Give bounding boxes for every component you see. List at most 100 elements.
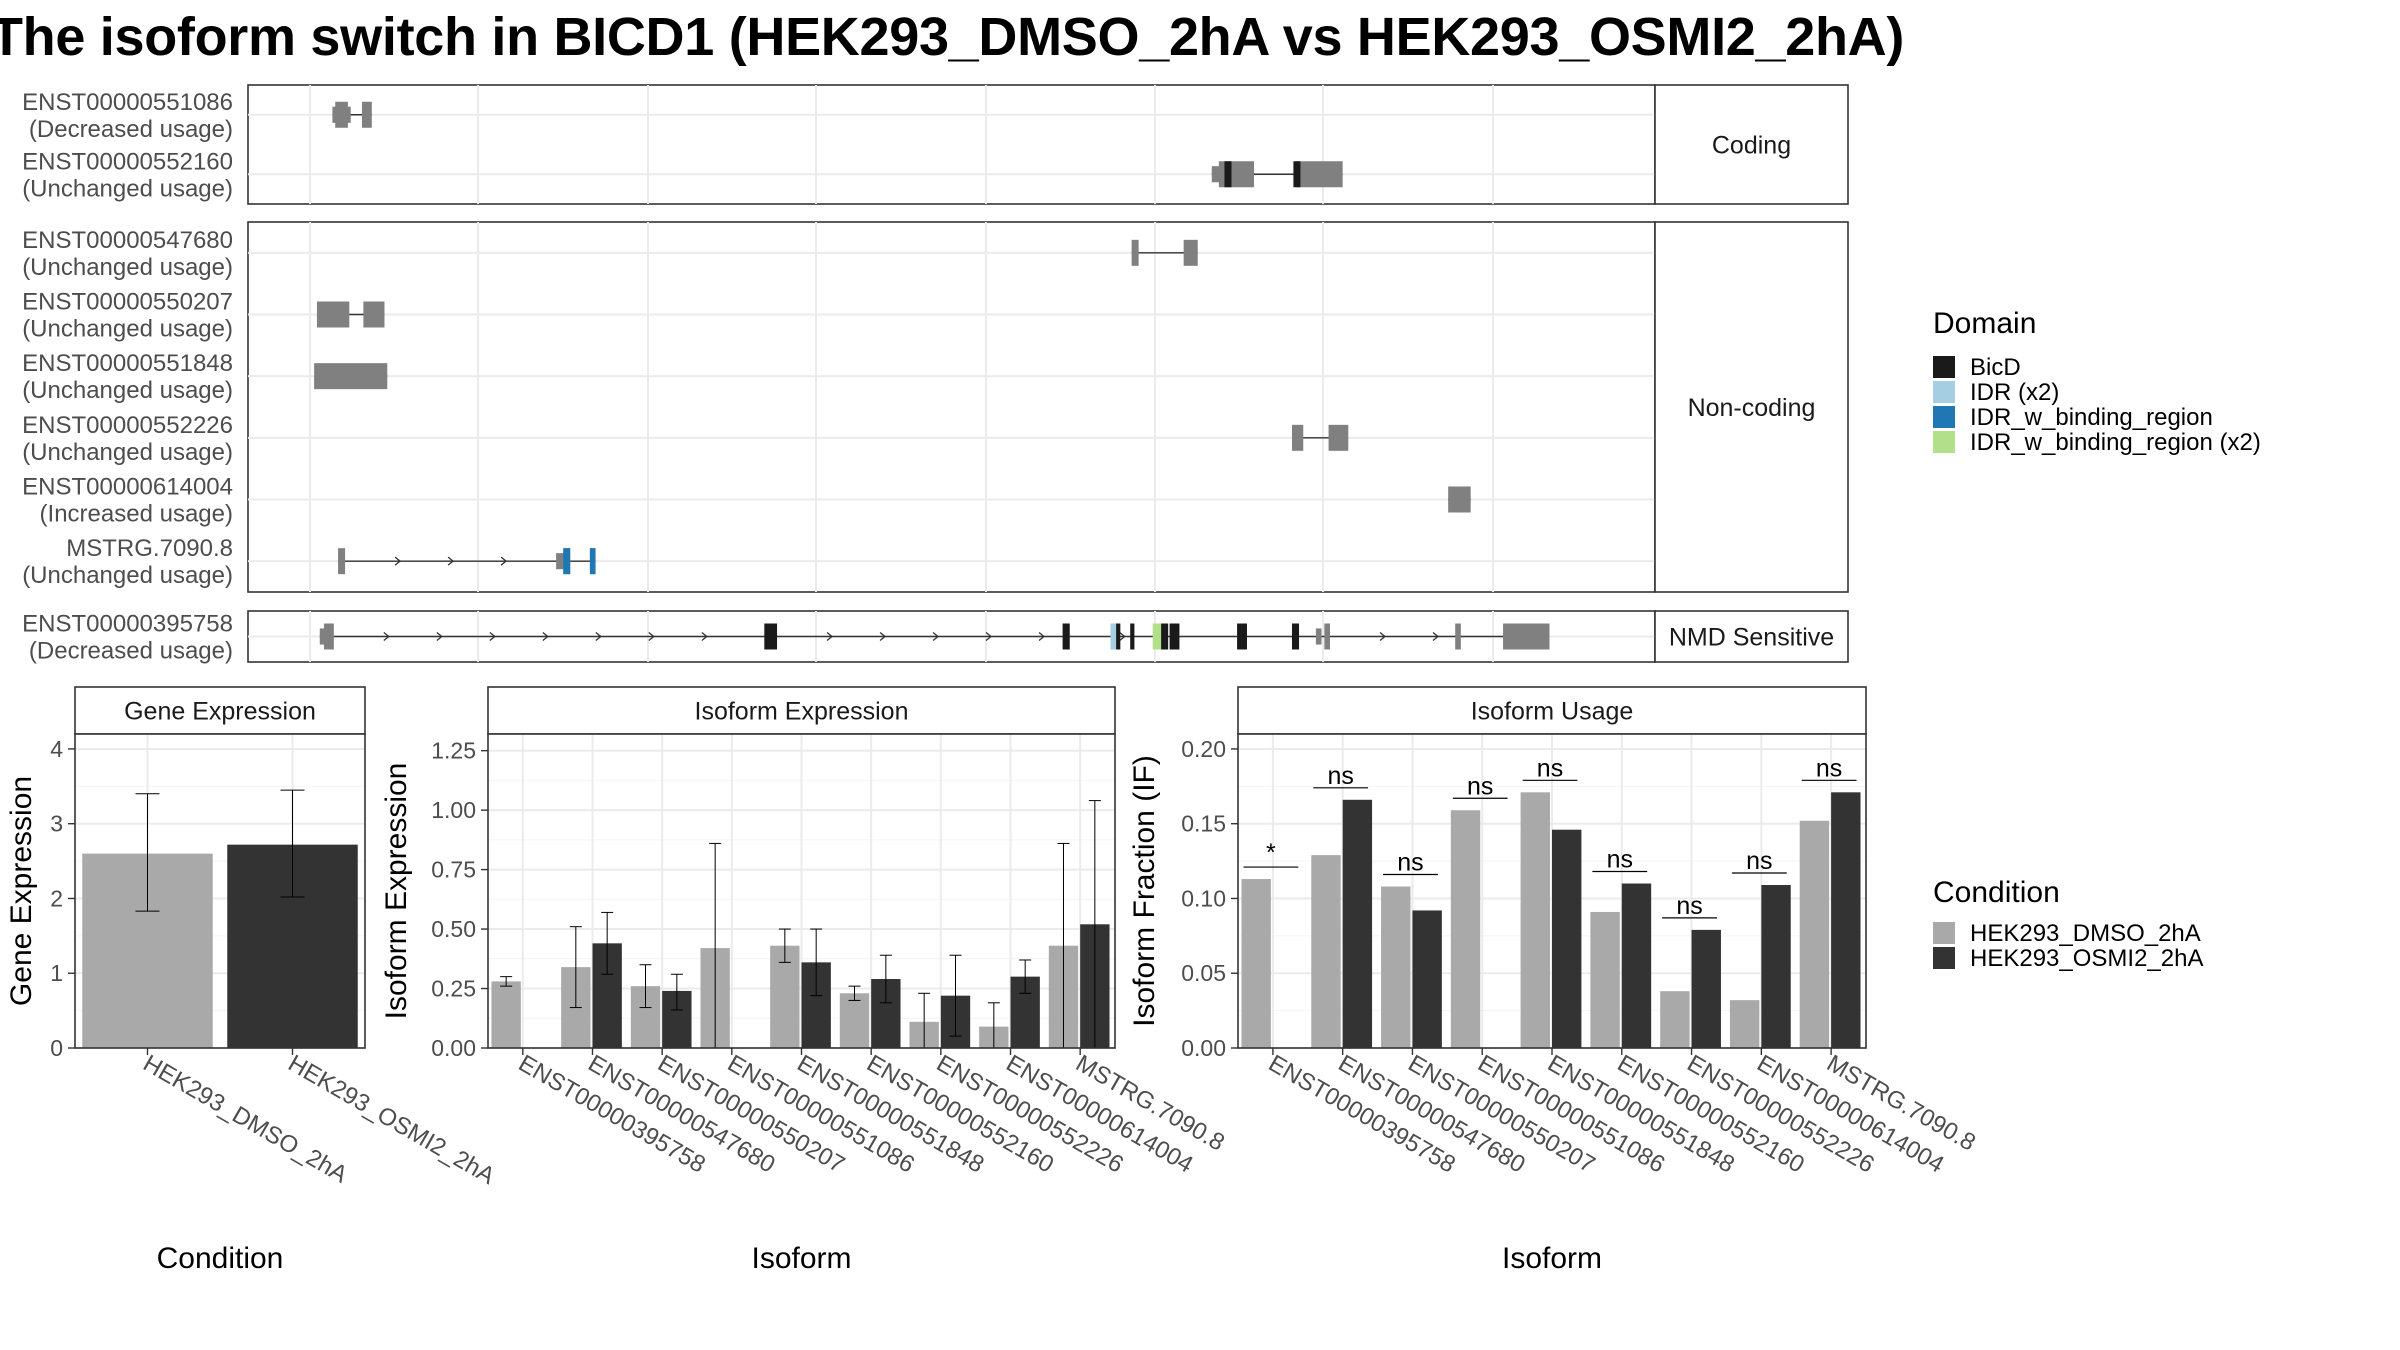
significance-label: ns [1676, 892, 1702, 920]
strand-arrow [542, 631, 549, 642]
y-axis-title: Gene Expression [5, 776, 38, 1006]
domain-idr-x [1110, 623, 1119, 650]
bar [1241, 879, 1271, 1048]
exon [316, 301, 350, 328]
significance-label: ns [1467, 772, 1493, 800]
domain-legend-key [1933, 356, 1955, 378]
y-tick-label: 2 [50, 885, 63, 911]
facet-strip [1654, 84, 1849, 205]
exon [361, 101, 372, 128]
bar [1552, 829, 1582, 1048]
panel-strip [487, 686, 1116, 735]
y-axis-title: Isoform Expression [380, 763, 413, 1020]
domain-legend-label: BicD [1970, 354, 2021, 381]
x-axis-title: Isoform [751, 1242, 851, 1275]
transcript-id-label: ENST00000551086 [22, 89, 233, 116]
exon [1455, 623, 1461, 650]
transcript-track: MSTRG.7090.8(Unchanged usage) [22, 535, 596, 589]
structure-panel-nmd-sensitive: NMD Sensitive ENST00000395758(Decreased u… [22, 610, 1849, 665]
domain-legend-title: Domain [1933, 307, 2036, 340]
panel-frame [74, 733, 366, 1049]
facet-label: Coding [1712, 132, 1791, 160]
domain-legend-key [1933, 381, 1955, 403]
significance-label: ns [1397, 849, 1423, 877]
utr-exon [1211, 166, 1222, 183]
strand-arrow [489, 631, 496, 642]
transcript-usage-label: (Unchanged usage) [22, 562, 233, 589]
facet-strip [1654, 221, 1849, 593]
transcript-id-label: ENST00000550207 [22, 289, 233, 316]
utr-exon [556, 553, 566, 570]
strand-arrow [648, 631, 655, 642]
strand-arrow [447, 556, 455, 566]
transcript-id-label: ENST00000614004 [22, 474, 233, 501]
facet-strip [1654, 610, 1849, 663]
bar [1799, 820, 1830, 1048]
transcript-id-label: ENST00000551848 [22, 350, 233, 377]
significance-label: ns [1746, 847, 1772, 875]
significance-label: ns [1816, 754, 1842, 782]
bar [1660, 991, 1690, 1048]
significance-label: ns [1537, 754, 1563, 782]
domain-bicd [1130, 623, 1135, 650]
exon [1503, 623, 1550, 650]
y-tick-label: 0.15 [1181, 811, 1226, 837]
y-tick-label: 0.50 [431, 916, 476, 942]
condition-legend-title: Condition [1933, 876, 2060, 909]
panel-frame [247, 84, 1656, 205]
utr-exon [1315, 628, 1322, 645]
transcript-track: ENST00000550207(Unchanged usage) [22, 289, 385, 343]
chart-isoform-expression: Isoform Expression 0.00 0.25 0.50 0.75 1.00 1.… [380, 686, 1229, 1275]
bar [1311, 855, 1341, 1048]
strand-arrow [436, 631, 443, 642]
domain-bicd [1161, 623, 1169, 650]
chart-gene-expression: Gene Expression01234HEK293_DMSO_2hAHEK29… [5, 686, 499, 1275]
condition-legend-key [1933, 922, 1955, 944]
strand-arrow [879, 631, 887, 642]
x-axis-title: Isoform [1502, 1242, 1602, 1275]
y-tick-label: 4 [50, 736, 63, 762]
chart-isoform-usage: Isoform Usage0.000.050.100.150.20*ENST00… [1128, 686, 1980, 1275]
transcript-usage-label: (Unchanged usage) [22, 254, 233, 281]
exon [335, 101, 348, 128]
condition-legend-label: HEK293_OSMI2_2hA [1970, 945, 2203, 972]
bar [1729, 1000, 1760, 1048]
strand-arrow [1432, 631, 1440, 642]
strand-arrow [701, 631, 708, 642]
exon [323, 623, 334, 650]
exon [1448, 486, 1471, 513]
chart-title: Isoform Expression [695, 698, 909, 726]
y-tick-label: 0.10 [1181, 885, 1226, 911]
domain-bicd [1169, 623, 1180, 650]
y-axis-title: Isoform Fraction (IF) [1128, 755, 1161, 1027]
exon [1183, 239, 1198, 266]
bar [1621, 883, 1652, 1048]
domain-legend-label: IDR_w_binding_region [1970, 404, 2213, 431]
transcript-usage-label: (Decreased usage) [29, 116, 233, 143]
y-tick-label: 0.20 [1181, 736, 1226, 762]
bar [1520, 792, 1550, 1048]
strand-arrow [1119, 631, 1126, 642]
panel-frame [1237, 733, 1867, 1049]
strand-arrow [500, 556, 508, 566]
domain-bicd [1237, 623, 1247, 650]
exon [1131, 239, 1139, 266]
strand-arrow [932, 631, 940, 642]
y-tick-label: 1.25 [431, 738, 476, 764]
utr-exon [332, 106, 337, 123]
exon [1324, 623, 1330, 650]
facet-label: NMD Sensitive [1669, 624, 1834, 652]
transcript-usage-label: (Increased usage) [40, 501, 233, 528]
domain-idr-w-binding-region [563, 548, 571, 575]
bar [1342, 799, 1373, 1048]
bar [1412, 910, 1442, 1048]
domain-legend-key [1933, 431, 1955, 453]
transcript-usage-label: (Decreased usage) [29, 638, 233, 665]
exon [1218, 161, 1255, 188]
transcript-track: ENST00000395758(Decreased usage) [22, 611, 1550, 665]
